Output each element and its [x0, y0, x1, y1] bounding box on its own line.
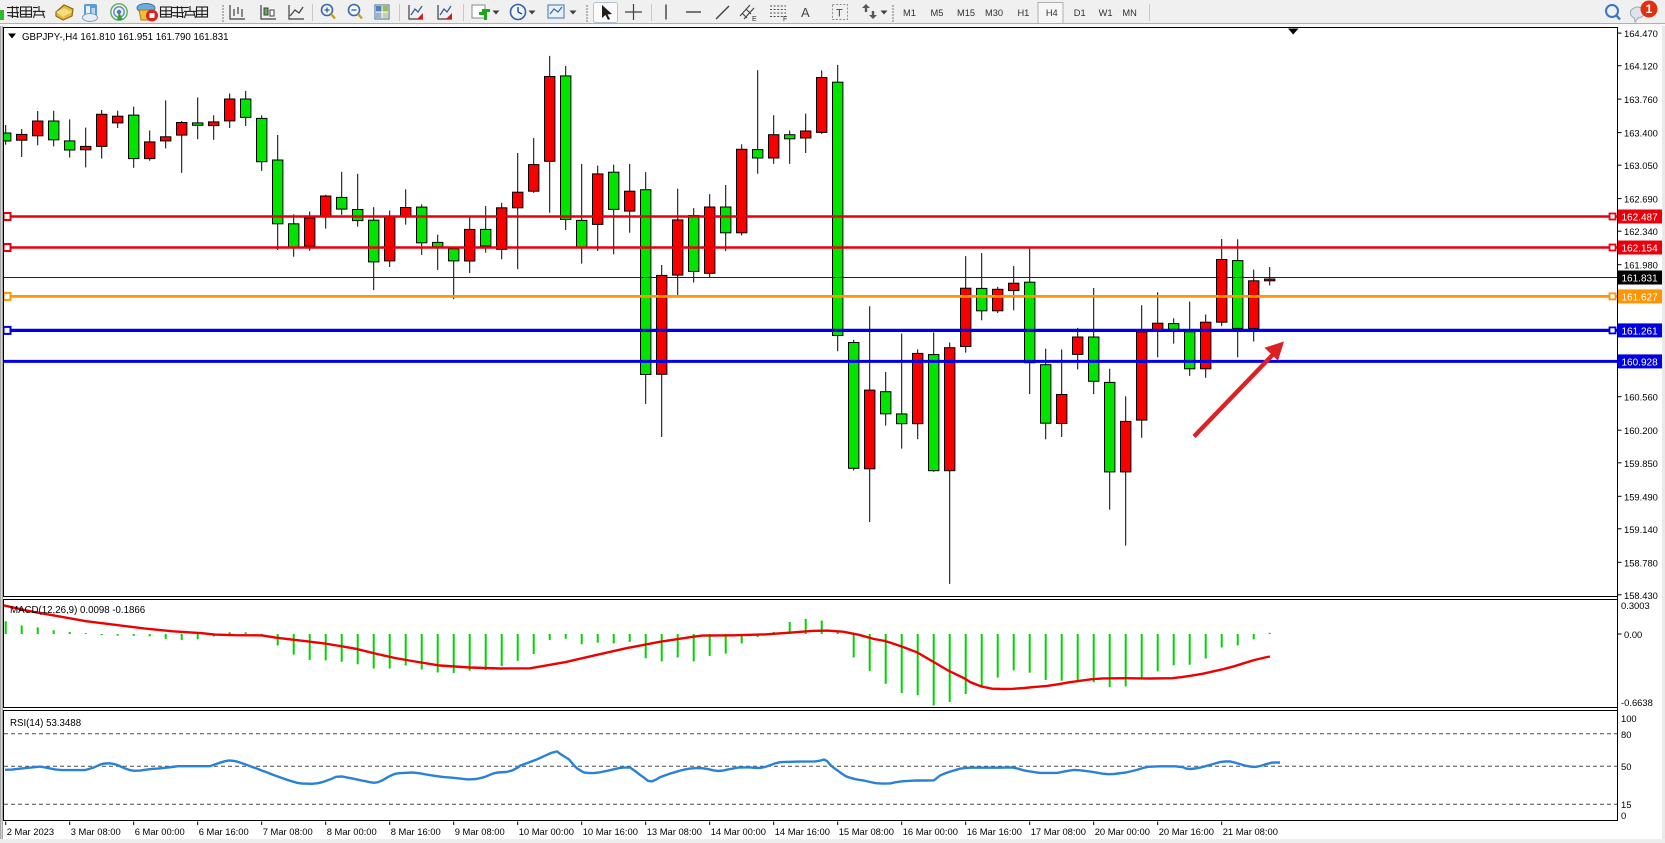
- svg-text:100: 100: [1621, 713, 1637, 724]
- svg-text:160.200: 160.200: [1624, 425, 1658, 436]
- svg-text:9 Mar 08:00: 9 Mar 08:00: [455, 826, 505, 837]
- svg-text:161.261: 161.261: [1622, 326, 1659, 337]
- svg-text:MACD(12,26,9) 0.0098 -0.1866: MACD(12,26,9) 0.0098 -0.1866: [10, 605, 145, 616]
- svg-text:159.140: 159.140: [1624, 524, 1658, 535]
- svg-text:H1: H1: [1017, 8, 1029, 18]
- svg-text:T: T: [836, 8, 843, 20]
- svg-text:0: 0: [1621, 810, 1626, 821]
- svg-text:163.400: 163.400: [1624, 128, 1658, 139]
- svg-text:20 Mar 16:00: 20 Mar 16:00: [1159, 826, 1214, 837]
- svg-text:160.928: 160.928: [1622, 357, 1659, 368]
- svg-text:0.00: 0.00: [1624, 629, 1642, 640]
- svg-text:M1: M1: [903, 8, 916, 18]
- svg-text:158.780: 158.780: [1624, 557, 1658, 568]
- svg-text:80: 80: [1621, 729, 1631, 740]
- svg-text:2 Mar 2023: 2 Mar 2023: [7, 826, 54, 837]
- svg-text:15 Mar 08:00: 15 Mar 08:00: [839, 826, 894, 837]
- svg-text:17 Mar 08:00: 17 Mar 08:00: [1031, 826, 1086, 837]
- svg-text:161.627: 161.627: [1622, 292, 1659, 303]
- svg-text:162.154: 162.154: [1622, 244, 1659, 255]
- svg-text:M15: M15: [957, 8, 975, 18]
- svg-text:10 Mar 00:00: 10 Mar 00:00: [519, 826, 574, 837]
- svg-text:50: 50: [1621, 761, 1631, 772]
- svg-text:164.470: 164.470: [1624, 28, 1658, 39]
- svg-text:13 Mar 08:00: 13 Mar 08:00: [647, 826, 702, 837]
- svg-text:14 Mar 00:00: 14 Mar 00:00: [711, 826, 766, 837]
- svg-text:1: 1: [1646, 2, 1653, 16]
- svg-text:E: E: [752, 16, 757, 23]
- svg-text:H4: H4: [1046, 8, 1058, 18]
- svg-text:20 Mar 00:00: 20 Mar 00:00: [1095, 826, 1150, 837]
- svg-text:6 Mar 16:00: 6 Mar 16:00: [199, 826, 249, 837]
- svg-text:M30: M30: [985, 8, 1003, 18]
- svg-text:14 Mar 16:00: 14 Mar 16:00: [775, 826, 830, 837]
- svg-text:158.430: 158.430: [1624, 590, 1658, 601]
- svg-text:162.487: 162.487: [1622, 213, 1659, 224]
- svg-text:W1: W1: [1099, 8, 1113, 18]
- svg-text:163.050: 163.050: [1624, 160, 1658, 171]
- svg-text:-0.6638: -0.6638: [1621, 697, 1653, 708]
- svg-text:159.490: 159.490: [1624, 491, 1658, 502]
- svg-text:16 Mar 16:00: 16 Mar 16:00: [967, 826, 1022, 837]
- svg-text:6 Mar 00:00: 6 Mar 00:00: [135, 826, 185, 837]
- svg-text:160.560: 160.560: [1624, 392, 1658, 403]
- svg-text:8 Mar 16:00: 8 Mar 16:00: [391, 826, 441, 837]
- svg-text:GBPJPY-,H4 161.810 161.951 16: GBPJPY-,H4 161.810 161.951 161.790 161.8…: [22, 32, 228, 43]
- svg-text:161.980: 161.980: [1624, 260, 1658, 271]
- svg-text:3 Mar 08:00: 3 Mar 08:00: [71, 826, 121, 837]
- svg-text:0.3003: 0.3003: [1621, 600, 1650, 611]
- svg-text:162.690: 162.690: [1624, 194, 1658, 205]
- svg-text:7 Mar 08:00: 7 Mar 08:00: [263, 826, 313, 837]
- svg-text:A: A: [801, 5, 810, 20]
- svg-text:8 Mar 00:00: 8 Mar 00:00: [327, 826, 377, 837]
- svg-text:164.120: 164.120: [1624, 61, 1658, 72]
- svg-text:F: F: [783, 16, 787, 23]
- svg-text:21 Mar 08:00: 21 Mar 08:00: [1223, 826, 1278, 837]
- svg-text:15: 15: [1621, 799, 1631, 810]
- svg-text:RSI(14) 53.3488: RSI(14) 53.3488: [10, 718, 81, 729]
- svg-text:163.760: 163.760: [1624, 94, 1658, 105]
- svg-text:M5: M5: [931, 8, 944, 18]
- svg-text:D1: D1: [1074, 8, 1086, 18]
- svg-text:159.850: 159.850: [1624, 458, 1658, 469]
- svg-text:10 Mar 16:00: 10 Mar 16:00: [583, 826, 638, 837]
- svg-text:161.831: 161.831: [1622, 274, 1659, 285]
- svg-text:16 Mar 00:00: 16 Mar 00:00: [903, 826, 958, 837]
- svg-text:162.340: 162.340: [1624, 226, 1658, 237]
- svg-text:MN: MN: [1122, 8, 1136, 18]
